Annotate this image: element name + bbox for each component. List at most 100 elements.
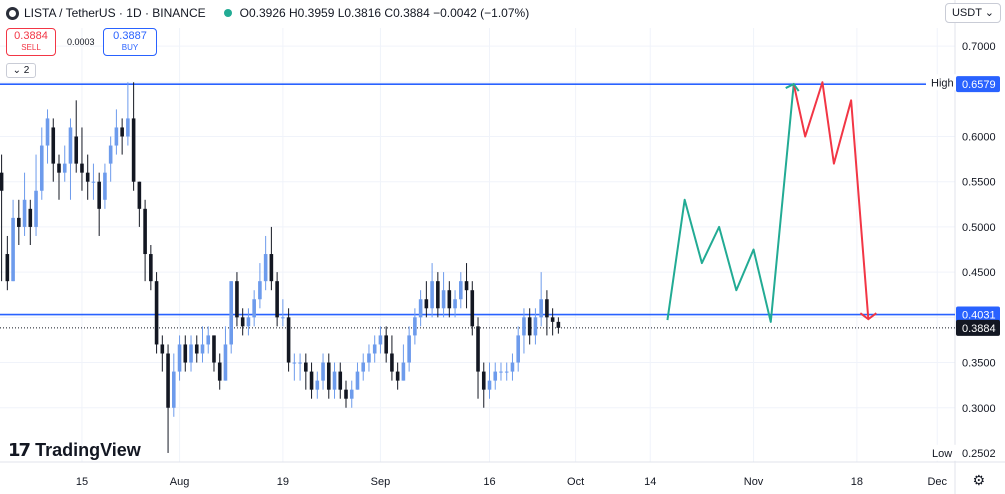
candle-body: [246, 317, 251, 327]
candle-body: [172, 371, 176, 408]
candle-body: [447, 290, 452, 309]
high-label: High: [931, 77, 954, 89]
time-tick-label: 15: [76, 476, 88, 488]
candle-body: [91, 181, 96, 183]
sell-label: SELL: [21, 43, 41, 52]
candle-body: [154, 281, 159, 345]
candle-body: [22, 199, 27, 227]
price-tick-label: 0.3000: [962, 403, 996, 415]
indicators-toggle-button[interactable]: ⌄ 2: [6, 63, 36, 78]
candle-body: [527, 317, 532, 336]
candle-body: [378, 335, 383, 345]
candle-body: [240, 317, 245, 327]
time-tick-label: Oct: [567, 476, 584, 488]
candle-body: [200, 344, 205, 354]
candle-body: [17, 217, 21, 227]
candle-body: [5, 254, 10, 282]
candle-body: [51, 127, 56, 164]
sell-button[interactable]: 0.3884 SELL: [6, 28, 56, 56]
candle-body: [103, 172, 107, 200]
candle-body: [522, 317, 526, 336]
candle-body: [292, 362, 297, 364]
time-tick-label: Sep: [371, 476, 391, 488]
candle-body: [355, 371, 360, 390]
candle-body: [281, 317, 285, 319]
candle-body: [418, 299, 423, 318]
chart-settings-gear-icon[interactable]: ⚙: [972, 472, 985, 488]
price-tick-label: 0.4500: [962, 267, 996, 279]
candle-body: [338, 371, 343, 390]
projection-down-path: [792, 81, 870, 320]
resistance-price-tag: [956, 76, 1000, 93]
candle-body: [550, 317, 555, 322]
currency-selector[interactable]: USDT ⌄: [944, 3, 1001, 23]
candle-body: [269, 254, 274, 282]
time-tick-label: 14: [644, 476, 656, 488]
candle-body: [298, 362, 302, 364]
candle-body: [321, 362, 325, 381]
candle-body: [131, 118, 136, 182]
candle-body: [194, 344, 199, 354]
candle-body: [223, 344, 228, 381]
candle-body: [11, 217, 15, 282]
candle-body: [539, 299, 543, 318]
candle-body: [372, 344, 377, 354]
candle-body: [424, 299, 429, 309]
candle-body: [62, 163, 67, 173]
candle-body: [430, 281, 434, 309]
projection-down-arrowhead-icon: [859, 312, 877, 321]
candle-body: [464, 281, 469, 291]
price-tick-label: 0.5500: [962, 177, 996, 189]
candle-body: [390, 353, 394, 372]
candle-body: [80, 163, 84, 173]
candle-body: [28, 208, 33, 227]
market-open-dot-icon: [223, 9, 232, 17]
ohlc-values: O0.3926 H0.3959 L0.3816 C0.3884 −0.0042 …: [239, 6, 530, 20]
candle-body: [235, 281, 239, 318]
tradingview-logo[interactable]: 𝟭𝟳 TradingView: [8, 440, 141, 461]
candle-body: [315, 380, 320, 390]
time-tick-label: 19: [277, 476, 289, 488]
candle-body: [367, 353, 371, 363]
candle-body: [160, 344, 165, 354]
candle-body: [332, 371, 337, 390]
spread-value: 0.0003: [67, 37, 95, 47]
candle-body: [326, 362, 331, 390]
candle-body: [97, 181, 101, 209]
candle-body: [143, 208, 147, 255]
candle-body: [275, 281, 279, 318]
low-label: Low: [932, 448, 952, 460]
candle-body: [74, 136, 79, 164]
price-tick-label: 0.5000: [962, 222, 996, 234]
buy-button[interactable]: 0.3887 BUY: [103, 28, 157, 56]
candle-body: [126, 118, 130, 137]
price-tick-label: 0.3500: [962, 358, 996, 370]
candle-body: [441, 290, 446, 309]
low-value: 0.2502: [962, 448, 996, 460]
time-tick-label: Aug: [170, 476, 190, 488]
time-tick-label: Dec: [927, 476, 947, 488]
candle-body: [556, 321, 561, 328]
candle-body: [57, 163, 61, 173]
candle-body: [510, 362, 515, 372]
candle-body: [493, 371, 498, 381]
candle-body: [120, 127, 124, 137]
candle-body: [189, 344, 193, 363]
last-price-tag: [956, 319, 1000, 336]
candle-body: [361, 362, 366, 372]
candle-body: [85, 172, 90, 182]
symbol-title[interactable]: LISTA / TetherUS · 1D · BINANCE: [24, 6, 206, 20]
candle-body: [263, 254, 268, 282]
candle-body: [309, 371, 314, 390]
candle-body: [470, 290, 475, 327]
candle-body: [476, 326, 480, 372]
sell-price: 0.3884: [14, 30, 48, 42]
candle-body: [453, 299, 457, 309]
candle-body: [114, 127, 119, 146]
candle-body: [229, 281, 233, 345]
candle-body: [436, 281, 440, 309]
candle-body: [533, 317, 538, 336]
candle-body: [344, 389, 348, 399]
candle-body: [183, 344, 188, 363]
